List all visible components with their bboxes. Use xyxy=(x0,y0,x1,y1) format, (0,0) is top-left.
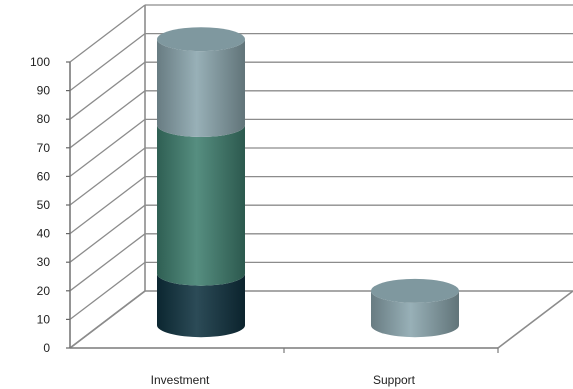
bar-segment-investment-1 xyxy=(157,273,245,338)
x-category-label-support: Support xyxy=(373,373,416,387)
floor-right-edge xyxy=(497,290,573,349)
y-tick-label-80: 80 xyxy=(37,112,51,126)
bar-investment xyxy=(157,27,245,338)
y-axis-ticks: 0 10 20 30 40 50 60 70 80 90 100 xyxy=(30,55,70,355)
bars xyxy=(157,27,459,338)
gridline-side-40 xyxy=(69,176,146,235)
y-tick-label-20: 20 xyxy=(37,284,51,298)
y-tick-label-50: 50 xyxy=(37,198,51,212)
y-tick-label-30: 30 xyxy=(37,255,51,269)
gridline-side-0 xyxy=(69,290,146,349)
gridline-side-10 xyxy=(69,261,146,320)
bar-segment-investment-3 xyxy=(157,39,245,138)
bar-support xyxy=(371,278,459,338)
y-tick-label-70: 70 xyxy=(37,141,51,155)
y-tick-label-60: 60 xyxy=(37,169,51,183)
y-tick-label-100: 100 xyxy=(30,55,50,69)
y-tick-label-10: 10 xyxy=(37,312,51,326)
gridline-side-60 xyxy=(69,118,146,177)
gridline-side-20 xyxy=(69,233,146,292)
gridline-side-50 xyxy=(69,147,146,206)
bar-segment-investment-2 xyxy=(157,125,245,286)
y-tick-label-0: 0 xyxy=(43,341,50,355)
y-tick-label-90: 90 xyxy=(37,84,51,98)
gridline-side-70 xyxy=(69,90,146,149)
bar-top-support xyxy=(371,278,459,303)
gridline-side-100 xyxy=(69,4,146,63)
x-axis-labels: Investment Support xyxy=(151,373,416,387)
x-category-label-investment: Investment xyxy=(151,373,210,387)
y-tick-label-40: 40 xyxy=(37,227,51,241)
gridline-side-30 xyxy=(69,204,146,263)
gridline-side-90 xyxy=(69,33,146,92)
gridline-side-80 xyxy=(69,61,146,120)
bar-segment-support-3 xyxy=(371,290,459,338)
bar-top-investment xyxy=(157,27,245,52)
